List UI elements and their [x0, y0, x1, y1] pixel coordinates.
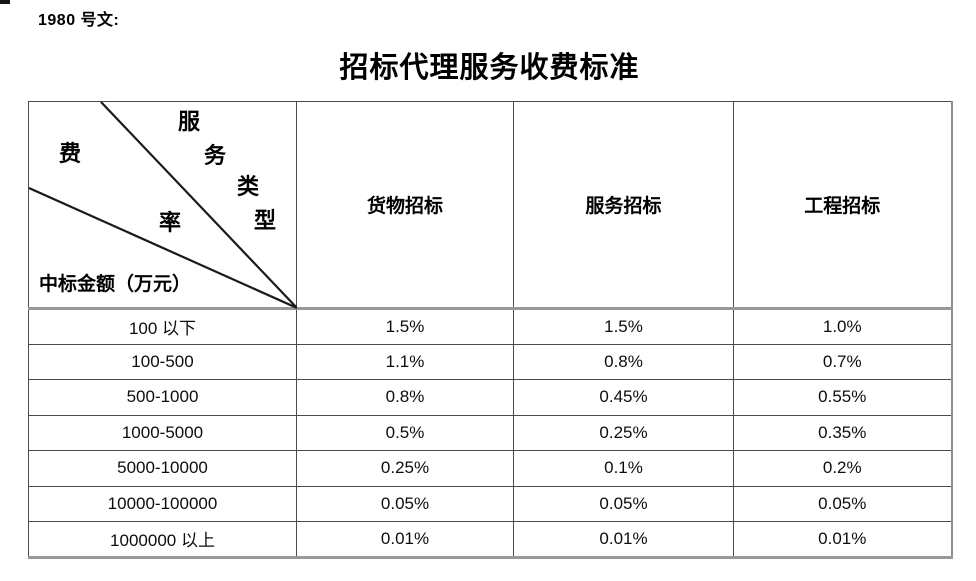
page-corner-artifact	[0, 0, 10, 4]
column-header-engineering-bidding: 工程招标	[733, 101, 952, 310]
column-header-goods-bidding: 货物招标	[296, 101, 514, 310]
table-row: 1000-5000 0.5% 0.25% 0.35%	[28, 414, 952, 451]
rate-cell: 0.55%	[733, 379, 952, 416]
rate-cell: 0.35%	[733, 414, 952, 451]
rate-cell: 0.1%	[513, 450, 734, 487]
rate-cell: 0.05%	[296, 485, 514, 522]
document-reference: 1980 号文:	[38, 12, 120, 29]
table-row: 500-1000 0.8% 0.45% 0.55%	[28, 379, 952, 416]
amount-range-cell: 1000-5000	[28, 414, 297, 451]
table-row: 1000000 以上 0.01% 0.01% 0.01%	[28, 521, 952, 558]
diagonal-line-lower	[29, 186, 297, 309]
rate-cell: 0.05%	[513, 485, 734, 522]
diagonal-label-service-type-char2: 务	[204, 143, 227, 168]
rate-cell: 1.1%	[296, 343, 514, 380]
rate-cell: 0.05%	[733, 485, 952, 522]
diagonal-label-fee-rate-char1: 费	[59, 141, 82, 166]
fee-rate-table: 服 务 类 型 费 率 中标金额（万元） 货物招标 服务招标 工程招标 100 …	[28, 101, 953, 559]
diagonal-label-service-type-char4: 型	[254, 208, 277, 233]
rate-cell: 0.25%	[513, 414, 734, 451]
rate-cell: 0.7%	[733, 343, 952, 380]
page-title: 招标代理服务收费标准	[339, 52, 640, 84]
diagonal-line-upper	[100, 102, 297, 309]
rate-cell: 0.01%	[733, 521, 952, 558]
rate-cell: 0.2%	[733, 450, 952, 487]
rate-cell: 0.25%	[296, 450, 514, 487]
diagonal-label-bid-amount: 中标金额（万元）	[39, 274, 192, 295]
amount-range-cell: 100 以下	[28, 308, 297, 345]
diagonal-split-header-cell: 服 务 类 型 费 率 中标金额（万元）	[28, 101, 297, 310]
rate-cell: 1.5%	[296, 308, 514, 345]
rate-cell: 0.01%	[513, 521, 734, 558]
diagonal-label-service-type-char3: 类	[237, 174, 260, 199]
diagonal-label-service-type-char1: 服	[178, 109, 201, 134]
table-header-row: 服 务 类 型 费 率 中标金额（万元） 货物招标 服务招标 工程招标	[28, 101, 952, 310]
column-header-service-bidding: 服务招标	[513, 101, 734, 310]
table-row: 100-500 1.1% 0.8% 0.7%	[28, 343, 952, 380]
rate-cell: 0.8%	[513, 343, 734, 380]
table-row: 100 以下 1.5% 1.5% 1.0%	[28, 308, 952, 345]
diagonal-lines	[29, 102, 297, 309]
rate-cell: 0.5%	[296, 414, 514, 451]
amount-range-cell: 5000-10000	[28, 450, 297, 487]
rate-cell: 0.01%	[296, 521, 514, 558]
amount-range-cell: 10000-100000	[28, 485, 297, 522]
rate-cell: 1.5%	[513, 308, 734, 345]
amount-range-cell: 500-1000	[28, 379, 297, 416]
amount-range-cell: 1000000 以上	[28, 521, 297, 558]
table-row: 10000-100000 0.05% 0.05% 0.05%	[28, 485, 952, 522]
rate-cell: 1.0%	[733, 308, 952, 345]
diagonal-label-fee-rate-char2: 率	[159, 210, 182, 235]
rate-cell: 0.45%	[513, 379, 734, 416]
table-row: 5000-10000 0.25% 0.1% 0.2%	[28, 450, 952, 487]
rate-cell: 0.8%	[296, 379, 514, 416]
amount-range-cell: 100-500	[28, 343, 297, 380]
